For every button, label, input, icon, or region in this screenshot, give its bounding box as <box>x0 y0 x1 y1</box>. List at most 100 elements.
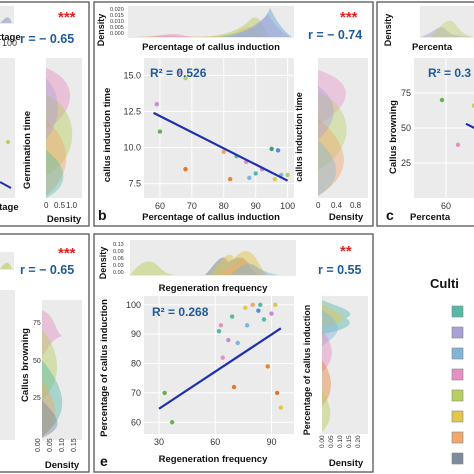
panel-e-right-ticks: 0.00 0.05 0.10 0.15 0.20 <box>319 435 362 448</box>
r-squared-label: R² = 0.526 <box>150 66 207 80</box>
data-point <box>183 76 188 81</box>
panel-e: Density 0.13 0.09 0.06 0.03 0.00 Regener… <box>93 233 374 473</box>
x-tick-label: 90 <box>251 201 261 211</box>
data-point <box>229 314 235 319</box>
panel-b-top-ticks: 0.020 0.015 0.010 0.005 0.000 <box>110 7 124 37</box>
data-point <box>272 177 278 182</box>
panel-b-right-density-area <box>318 58 368 198</box>
tick-label: 0.20 <box>355 435 362 448</box>
y-tick-label: 70 <box>131 388 141 398</box>
panel-b-right-ticks: 0 0.4 0.8 <box>316 201 362 210</box>
panel-e-xlabel: Regeneration frequency <box>159 454 268 465</box>
data-point <box>278 405 284 410</box>
data-point <box>244 323 250 328</box>
panel-b-xlabel: Percentage of callus induction <box>142 212 280 223</box>
y-tick-label: 80 <box>131 359 141 369</box>
data-point <box>183 166 188 172</box>
panel-d-stars: *** <box>58 245 76 262</box>
panel-a-right-ticks: 0 0.5 1.0 <box>44 201 78 210</box>
data-point <box>154 101 159 107</box>
tick-label: 0.4 <box>331 201 343 210</box>
regression-line <box>158 327 282 410</box>
panel-c-top-xlabel: Percenta <box>412 42 453 53</box>
x-tick-label: 90 <box>266 437 276 447</box>
data-point <box>162 390 167 396</box>
data-point <box>439 97 445 103</box>
panel-e-top-density-label: Density <box>98 247 108 280</box>
panel-a-right-ylabel: Germination time <box>22 111 33 189</box>
panel-a-stars: *** <box>58 9 76 26</box>
panel-b-ylabel: callus induction time <box>102 88 113 183</box>
data-point <box>274 390 280 396</box>
panel-b-plot: 60 70 80 90 100 7.5 10.0 12.5 15.0 R² = 0.526 <box>123 58 295 211</box>
legend-swatches <box>451 305 464 465</box>
panel-a-r-value: r = − 0.65 <box>20 32 74 46</box>
tick-label: 0.005 <box>110 25 124 31</box>
panel-d: *** r = − 0.65 Callus browning 75 50 25 … <box>0 233 90 473</box>
data-point <box>243 305 248 310</box>
legend-swatch <box>451 431 464 444</box>
panel-e-stars: ** <box>340 243 352 260</box>
tick-label: 0.10 <box>59 438 66 452</box>
y-tick-label: 50 <box>401 123 411 133</box>
data-point <box>216 329 222 334</box>
data-point <box>169 420 175 425</box>
y-tick-label: 75 <box>401 88 411 98</box>
x-tick-label: 80 <box>219 201 229 211</box>
tick-label: 1.0 <box>66 201 78 210</box>
data-point <box>157 129 163 134</box>
data-point <box>275 148 281 153</box>
data-point <box>269 311 274 316</box>
y-tick-label: 90 <box>131 329 141 339</box>
panel-e-r-value: r = 0.55 <box>318 263 361 277</box>
data-point <box>261 317 267 322</box>
panel-c-letter: c <box>386 207 394 223</box>
tick-label: 25 <box>33 395 41 402</box>
tick-label: 0.15 <box>346 435 353 448</box>
tick-label: 0.03 <box>113 263 124 269</box>
tick-label: 0.13 <box>113 242 124 248</box>
panel-b-right-ylabel: callus induction time <box>294 92 304 182</box>
regression-line <box>465 122 474 130</box>
data-point <box>227 177 233 182</box>
tick-label: 0.05 <box>328 435 335 448</box>
legend-swatch <box>451 368 464 381</box>
y-tick-label: 10.0 <box>123 142 141 152</box>
tick-label: 0.00 <box>319 435 326 448</box>
tick-label: 50 <box>33 358 41 365</box>
legend-swatch <box>451 326 464 339</box>
data-point <box>218 323 224 328</box>
tick-label: 0.00 <box>35 438 42 452</box>
x-tick-label: 60 <box>155 201 165 211</box>
legend-title: Culti <box>430 276 459 291</box>
panel-a-right-density-label: Density <box>47 214 82 225</box>
panel-c-top-density-label: Density <box>383 14 393 47</box>
tick-label: 0 <box>316 201 321 210</box>
x-tick-label: 60 <box>441 201 451 211</box>
panel-b-top-xlabel: Percentage of callus induction <box>142 42 280 53</box>
data-point <box>231 384 237 390</box>
data-point <box>220 355 225 360</box>
tick-label: 0.09 <box>113 249 124 255</box>
tick-label: 0.05 <box>47 438 54 452</box>
data-point <box>258 302 263 308</box>
tick-label: 0.10 <box>337 435 344 448</box>
tick-label: 0.8 <box>350 201 362 210</box>
panel-e-letter: e <box>100 453 108 469</box>
data-point <box>250 302 255 308</box>
tick-label: 0.015 <box>110 13 124 19</box>
tick-label: 0.010 <box>110 19 124 25</box>
panel-a-top-tick: 100 <box>2 38 17 48</box>
legend-swatch <box>451 305 464 318</box>
data-point <box>253 171 258 176</box>
x-tick-label: 70 <box>187 201 197 211</box>
panel-e-right-ylabel: Percentage of callus induction <box>302 305 312 436</box>
panel-e-right-density-area <box>322 296 368 434</box>
tick-label: 0.000 <box>110 31 124 37</box>
tick-label: 0.15 <box>71 438 78 452</box>
panel-b-right-density-label: Density <box>329 212 364 223</box>
plot-background <box>144 58 294 198</box>
x-tick-label: 100 <box>280 201 295 211</box>
panel-c-xlabel: Percenta <box>410 212 451 223</box>
